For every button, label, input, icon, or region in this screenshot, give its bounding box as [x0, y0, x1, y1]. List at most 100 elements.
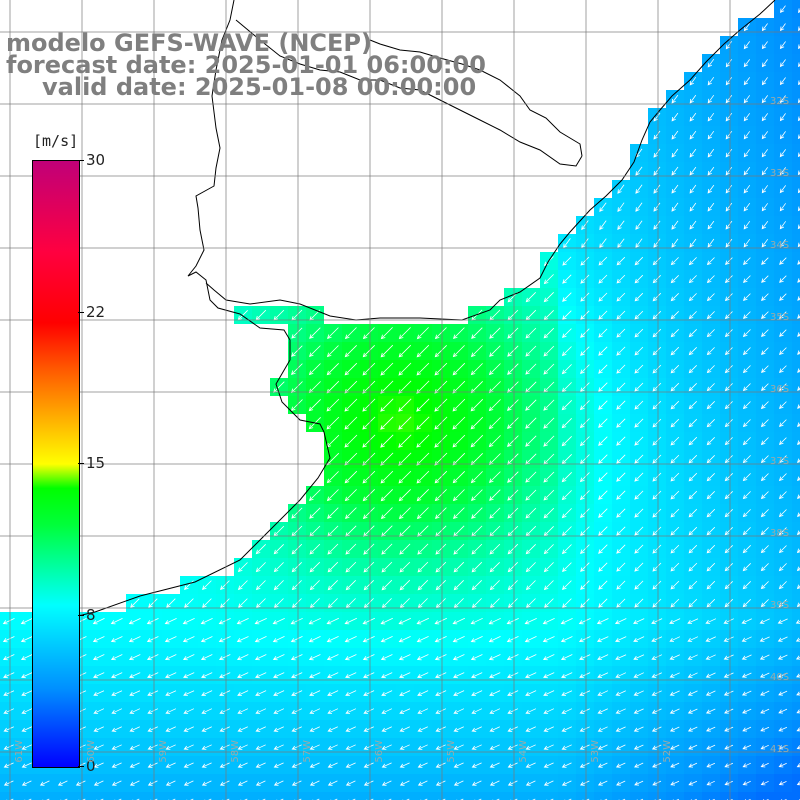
wind-arrow — [724, 563, 733, 572]
wind-arrow — [434, 398, 448, 412]
wind-arrow — [760, 401, 769, 410]
wind-arrow — [543, 762, 554, 768]
wind-arrow — [652, 328, 662, 338]
wind-arrow — [615, 672, 627, 678]
wind-arrow — [598, 256, 608, 266]
wind-arrow — [743, 238, 751, 248]
wind-speed-cell — [504, 792, 522, 800]
wind-arrow — [363, 780, 374, 786]
wind-arrow — [561, 436, 572, 447]
wind-arrow — [652, 562, 662, 572]
wind-arrow — [344, 398, 358, 412]
wind-arrow — [671, 130, 679, 140]
wind-arrow — [543, 363, 555, 375]
wind-arrow — [741, 618, 752, 624]
wind-arrow — [146, 618, 159, 625]
wind-arrow — [580, 526, 590, 536]
colorbar-tick-label: 30 — [86, 151, 106, 169]
wind-arrow — [273, 544, 284, 555]
wind-arrow — [290, 654, 303, 661]
wind-arrow — [670, 762, 680, 768]
wind-arrow — [797, 224, 800, 230]
wind-arrow — [706, 311, 715, 320]
wind-arrow — [273, 690, 285, 696]
wind-arrow — [507, 471, 519, 483]
wind-arrow — [597, 672, 609, 678]
wind-arrow — [671, 220, 679, 230]
wind-arrow — [507, 345, 519, 357]
wind-arrow — [417, 744, 428, 750]
wind-arrow — [165, 690, 177, 696]
lon-label: 61W — [14, 740, 25, 763]
wind-arrow — [255, 690, 267, 696]
wind-arrow — [779, 41, 786, 50]
wind-arrow — [671, 202, 679, 212]
wind-arrow — [725, 166, 733, 176]
wind-arrow — [706, 293, 715, 302]
wind-arrow — [670, 580, 680, 590]
wind-arrow — [471, 543, 483, 555]
wind-arrow — [652, 292, 662, 302]
wind-arrow — [670, 346, 680, 356]
wind-arrow — [362, 489, 375, 502]
wind-arrow — [165, 744, 176, 750]
wind-arrow — [562, 310, 572, 320]
wind-arrow — [219, 726, 230, 732]
wind-arrow — [434, 416, 448, 430]
wind-arrow — [326, 345, 339, 358]
wind-arrow — [597, 762, 608, 768]
wind-speed-cell — [792, 450, 800, 468]
wind-arrow — [741, 690, 752, 696]
wind-arrow — [471, 580, 482, 591]
wind-arrow — [326, 636, 339, 643]
wind-arrow — [290, 617, 303, 625]
wind-arrow — [580, 310, 590, 320]
wind-arrow — [689, 166, 697, 176]
wind-arrow — [797, 152, 800, 158]
wind-arrow — [326, 363, 339, 376]
wind-arrow — [725, 59, 733, 68]
wind-arrow — [363, 580, 374, 591]
wind-arrow — [706, 329, 715, 338]
wind-arrow — [778, 781, 787, 786]
wind-arrow — [688, 418, 698, 428]
wind-arrow — [760, 581, 769, 590]
wind-speed-cell — [792, 342, 800, 360]
wind-arrow — [634, 562, 644, 572]
wind-arrow — [524, 654, 537, 661]
wind-speed-cell — [36, 792, 54, 800]
wind-arrow — [578, 618, 591, 625]
wind-arrow — [525, 399, 537, 411]
wind-arrow — [761, 149, 769, 158]
wind-arrow — [452, 636, 465, 643]
wind-arrow — [183, 598, 194, 609]
wind-arrow — [560, 654, 573, 661]
wind-arrow — [724, 293, 733, 302]
wind-arrow — [471, 780, 482, 786]
wind-arrow — [202, 598, 212, 608]
wind-arrow — [398, 398, 412, 412]
wind-arrow — [670, 436, 680, 446]
wind-arrow — [345, 672, 357, 679]
wind-arrow — [634, 598, 644, 608]
wind-arrow — [381, 579, 393, 591]
wind-arrow — [616, 780, 626, 786]
wind-arrow — [797, 494, 800, 499]
wind-arrow — [651, 672, 662, 678]
wind-arrow — [687, 672, 698, 678]
lon-label: 59W — [158, 740, 169, 763]
wind-arrow — [669, 726, 680, 732]
wind-speed-cell — [630, 792, 648, 800]
wind-arrow — [670, 400, 680, 410]
wind-arrow — [489, 762, 500, 768]
wind-arrow — [471, 561, 483, 573]
wind-arrow — [778, 581, 787, 590]
lon-label: 54W — [518, 740, 529, 763]
wind-arrow — [741, 654, 752, 660]
wind-arrow — [200, 636, 213, 643]
wind-arrow — [309, 672, 321, 679]
wind-arrow — [435, 744, 446, 750]
wind-arrow — [705, 618, 717, 624]
